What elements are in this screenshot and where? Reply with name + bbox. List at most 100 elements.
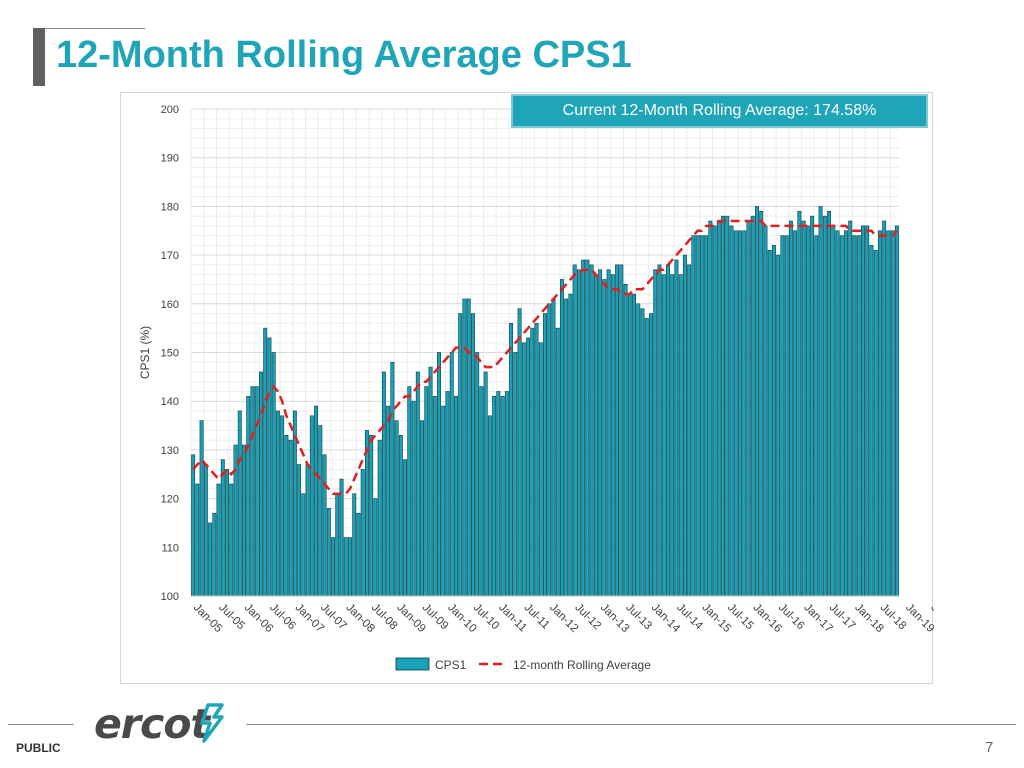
- cps1-bar: [517, 308, 522, 597]
- cps1-bar: [589, 264, 594, 597]
- cps1-bar: [801, 220, 806, 597]
- cps1-bar: [390, 361, 395, 597]
- cps1-bar: [763, 225, 768, 597]
- footer-rule-left: [8, 724, 74, 725]
- cps1-bar: [487, 415, 492, 597]
- cps1-bar: [699, 235, 704, 597]
- cps1-bar: [250, 386, 255, 597]
- cps1-bar: [339, 478, 344, 597]
- cps1-bar: [394, 420, 399, 597]
- cps1-bar: [454, 396, 458, 597]
- cps1-bar: [691, 235, 696, 597]
- cps1-bar: [335, 493, 340, 597]
- cps1-bar: [848, 220, 853, 597]
- cps1-bar: [780, 235, 785, 597]
- cps1-bar: [547, 303, 552, 597]
- cps1-bar: [606, 269, 611, 597]
- cps1-bar: [560, 279, 564, 597]
- cps1-bar: [216, 483, 221, 597]
- cps1-bar: [619, 264, 624, 597]
- cps1-bar: [483, 371, 488, 597]
- page-title: 12-Month Rolling Average CPS1: [56, 34, 632, 76]
- cps1-bar: [716, 220, 721, 597]
- cps1-bar: [407, 386, 412, 597]
- cps1-bar: [203, 464, 208, 597]
- cps1-bar: [437, 352, 441, 597]
- cps1-bar: [466, 298, 471, 597]
- cps1-bar: [191, 454, 196, 597]
- cps1-bar: [844, 230, 848, 597]
- cps1-bar: [326, 508, 331, 597]
- cps1-bar: [398, 434, 403, 597]
- cps1-bar: [810, 215, 815, 597]
- x-tick-label: Jan-19: [903, 602, 934, 635]
- cps1-bar: [538, 342, 543, 597]
- cps1-bar: [360, 469, 365, 597]
- cps1-bar: [610, 274, 615, 597]
- cps1-bar: [721, 215, 726, 597]
- cps1-bar: [784, 235, 789, 597]
- cps1-bar: [793, 230, 798, 597]
- cps1-bar: [814, 235, 819, 597]
- cps1-bar: [839, 235, 844, 597]
- cps1-bar: [479, 386, 484, 597]
- cps1-bar: [644, 318, 649, 597]
- cps1-bar: [246, 396, 251, 597]
- cps1-bar: [776, 254, 781, 597]
- cps1-bar: [682, 254, 687, 597]
- cps1-bar: [865, 225, 870, 597]
- cps1-bar: [229, 483, 234, 597]
- cps1-bar: [470, 313, 475, 597]
- y-tick-label: 130: [161, 445, 179, 457]
- legend-label-cps1: CPS1: [435, 658, 467, 672]
- y-tick-label: 100: [161, 591, 179, 603]
- y-tick-label: 170: [161, 250, 179, 262]
- cps1-bar: [581, 259, 586, 597]
- cps1-bar: [475, 352, 480, 597]
- cps1-bar: [818, 206, 823, 597]
- cps1-bar: [873, 249, 878, 597]
- cps1-bar: [348, 537, 352, 597]
- cps1-bar: [704, 235, 709, 597]
- cps1-bar: [424, 386, 429, 597]
- cps1-bar: [381, 371, 386, 597]
- cps1-bar: [822, 215, 827, 597]
- cps1-bar: [225, 469, 229, 597]
- cps1-bar: [242, 444, 246, 597]
- cps1-bar: [551, 298, 556, 597]
- cps1-bar: [233, 444, 238, 597]
- legend-swatch-cps1: [395, 657, 430, 671]
- cps1-bar: [526, 337, 530, 597]
- cps1-bar: [428, 366, 433, 597]
- cps1-bar: [602, 279, 607, 597]
- cps1-bar: [403, 459, 408, 597]
- cps1-bar: [805, 225, 810, 597]
- cps1-bar: [894, 225, 899, 597]
- cps1-bar: [449, 352, 454, 597]
- cps1-bar: [212, 512, 217, 597]
- cps1-bar: [331, 537, 335, 597]
- cps1-bar: [445, 391, 450, 597]
- cps1-bar: [623, 284, 628, 597]
- footer-rule-right: [246, 724, 1016, 725]
- cps1-bar: [254, 386, 259, 597]
- title-rule: [45, 28, 145, 29]
- cps1-bar: [373, 498, 378, 597]
- cps1-bar: [462, 298, 467, 597]
- title-accent-bar: [33, 28, 45, 86]
- cps1-bar: [305, 464, 310, 597]
- y-tick-label: 150: [161, 348, 179, 360]
- cps1-bar: [886, 230, 891, 597]
- cps1-bar: [729, 225, 734, 597]
- cps1-bar: [827, 210, 832, 597]
- cps1-bar: [377, 439, 382, 597]
- cps1-bar: [500, 396, 505, 597]
- cps1-bar: [627, 293, 632, 597]
- cps1-bar: [632, 293, 636, 597]
- cps1-bar: [738, 230, 742, 597]
- cps1-bar: [712, 225, 717, 597]
- current-average-callout: Current 12-Month Rolling Average: 174.58…: [511, 94, 928, 128]
- y-tick-label: 190: [161, 153, 179, 165]
- cps1-bar: [649, 313, 653, 597]
- cps1-bar: [318, 425, 323, 597]
